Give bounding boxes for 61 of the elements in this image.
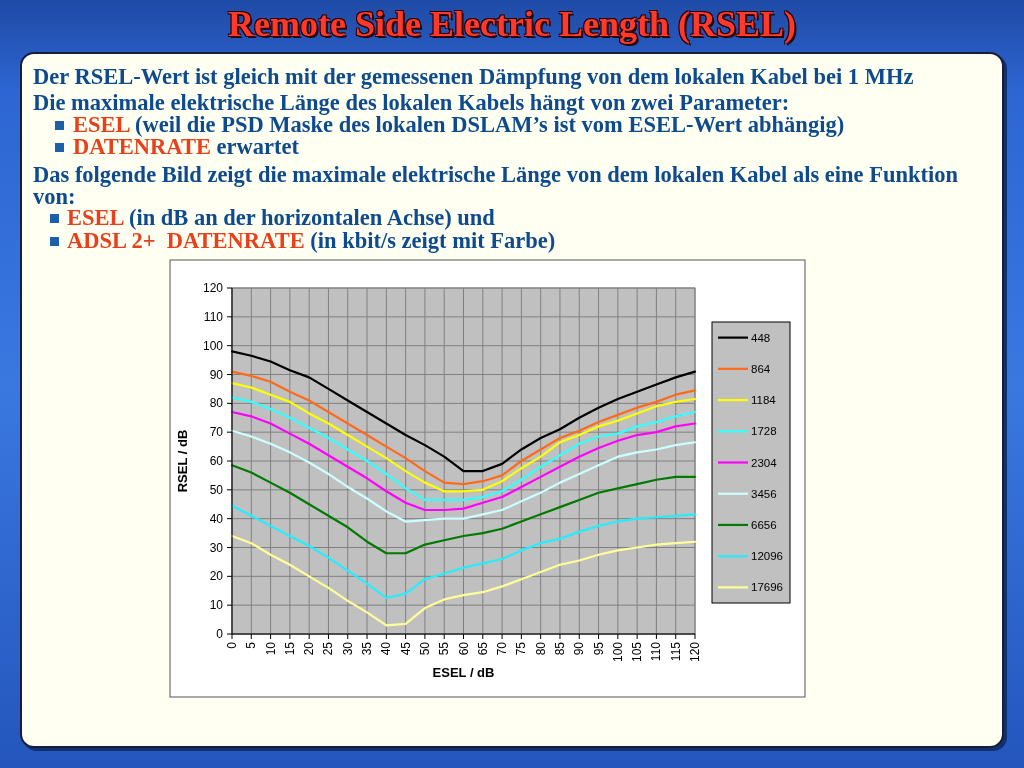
y-tick-label: 80 bbox=[209, 396, 224, 411]
line-series bbox=[230, 534, 697, 627]
x-tick-label: 115 bbox=[668, 641, 683, 662]
x-tick-label: 100 bbox=[610, 641, 625, 663]
y-tick-label: 70 bbox=[209, 425, 224, 440]
line-series bbox=[230, 504, 697, 600]
x-tick-label: 70 bbox=[495, 641, 510, 656]
legend-label: 17696 bbox=[751, 581, 783, 594]
x-tick-label: 110 bbox=[649, 641, 664, 662]
x-tick-label: 40 bbox=[379, 641, 394, 656]
legend-label: 3456 bbox=[751, 487, 777, 500]
line-series bbox=[230, 464, 697, 555]
text: Die maximale elektrische Länge des lokalen Kabels hängt von zwei Parameter: bbox=[33, 90, 790, 115]
legend-label: 864 bbox=[751, 362, 771, 375]
x-tick-label: 0 bbox=[225, 641, 239, 649]
x-tick-label: 95 bbox=[591, 641, 606, 656]
x-tick-label: 90 bbox=[572, 641, 587, 656]
text: ESEL bbox=[73, 112, 130, 137]
y-tick-label: 40 bbox=[209, 511, 224, 526]
legend-label: 1728 bbox=[751, 425, 777, 438]
x-axis-title: ESEL / dB bbox=[432, 664, 495, 680]
y-tick-label: 60 bbox=[209, 454, 224, 468]
line-series bbox=[230, 410, 697, 512]
x-tick-label: 30 bbox=[340, 641, 355, 656]
y-axis-title: RSEL / dB bbox=[174, 429, 190, 493]
x-tick-label: 15 bbox=[282, 641, 297, 656]
text: Der RSEL-Wert ist gleich mit der gemessenen Dämpfung von dem lokalen Kabel bei 1 MHz bbox=[33, 64, 914, 89]
x-tick-label: 80 bbox=[533, 641, 548, 656]
x-tick-label: 105 bbox=[630, 641, 645, 663]
text: erwartet bbox=[216, 134, 299, 159]
y-tick-label: 20 bbox=[209, 569, 224, 584]
y-tick-label: 110 bbox=[203, 309, 224, 324]
x-tick-label: 65 bbox=[475, 641, 490, 656]
line-series bbox=[230, 370, 697, 486]
legend-label: 1184 bbox=[751, 394, 777, 407]
y-tick-label: 30 bbox=[209, 540, 224, 555]
line-series bbox=[230, 429, 697, 523]
x-tick-label: 120 bbox=[688, 641, 702, 663]
y-tick-label: 90 bbox=[209, 367, 224, 382]
line-series bbox=[230, 382, 697, 493]
chart-title: Remote Side Electric Length (RSEL) bbox=[227, 3, 797, 46]
y-tick-label: 120 bbox=[202, 281, 224, 295]
legend-label: 448 bbox=[751, 331, 771, 344]
legend-label: 2304 bbox=[751, 456, 778, 469]
line-series bbox=[230, 396, 697, 502]
x-tick-label: 55 bbox=[437, 641, 452, 656]
x-tick-label: 50 bbox=[417, 641, 432, 656]
legend-label: 6656 bbox=[751, 518, 777, 531]
x-tick-label: 45 bbox=[398, 641, 413, 656]
legend-label: 12096 bbox=[751, 550, 783, 563]
y-tick-label: 100 bbox=[202, 338, 224, 353]
x-tick-label: 35 bbox=[360, 641, 375, 656]
y-tick-label: 10 bbox=[209, 598, 224, 613]
x-tick-label: 75 bbox=[514, 641, 529, 656]
x-tick-label: 85 bbox=[552, 641, 567, 656]
x-tick-label: 25 bbox=[321, 641, 336, 656]
x-tick-label: 20 bbox=[302, 641, 317, 656]
y-tick-label: 50 bbox=[209, 482, 224, 497]
x-tick-label: 60 bbox=[456, 641, 471, 656]
x-tick-label: 5 bbox=[244, 641, 259, 649]
x-tick-label: 10 bbox=[263, 641, 278, 656]
